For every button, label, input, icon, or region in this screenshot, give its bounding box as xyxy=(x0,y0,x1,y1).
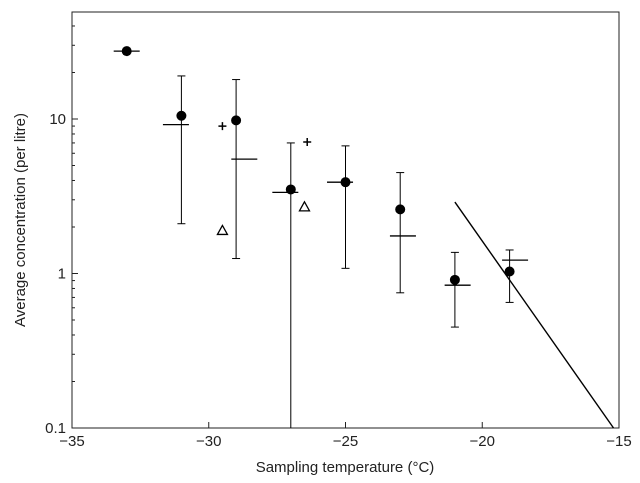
y-axis-ticks: 0.1 1 10 xyxy=(45,25,78,437)
y-tick-label: 1 xyxy=(58,266,66,283)
circle-marker xyxy=(340,177,351,188)
x-axis-label: Sampling temperature (°C) xyxy=(256,459,435,476)
x-tick-label: −15 xyxy=(606,433,631,450)
circle-marker xyxy=(504,266,515,277)
y-axis-label: Average concentration (per litre) xyxy=(12,113,29,327)
circle-marker xyxy=(285,184,296,195)
triangle-marker xyxy=(216,224,229,236)
circle-marker xyxy=(449,274,460,285)
plus-marker xyxy=(218,122,227,131)
circle-marker xyxy=(231,115,242,126)
x-tick-label: −20 xyxy=(470,433,495,450)
x-tick-label: −35 xyxy=(59,433,84,450)
circle-marker xyxy=(176,110,187,121)
x-tick-label: −30 xyxy=(196,433,221,450)
x-tick-label: −25 xyxy=(333,433,358,450)
y-tick-label: 0.1 xyxy=(45,420,66,437)
trend-line xyxy=(454,201,615,429)
x-axis-ticks: −35 −30 −25 −20 −15 xyxy=(59,422,632,450)
data-marks xyxy=(113,46,615,429)
y-tick-label: 10 xyxy=(49,111,66,128)
circle-marker xyxy=(121,46,132,57)
circle-marker xyxy=(395,204,406,215)
plus-marker xyxy=(303,137,312,146)
triangle-marker xyxy=(298,200,311,212)
